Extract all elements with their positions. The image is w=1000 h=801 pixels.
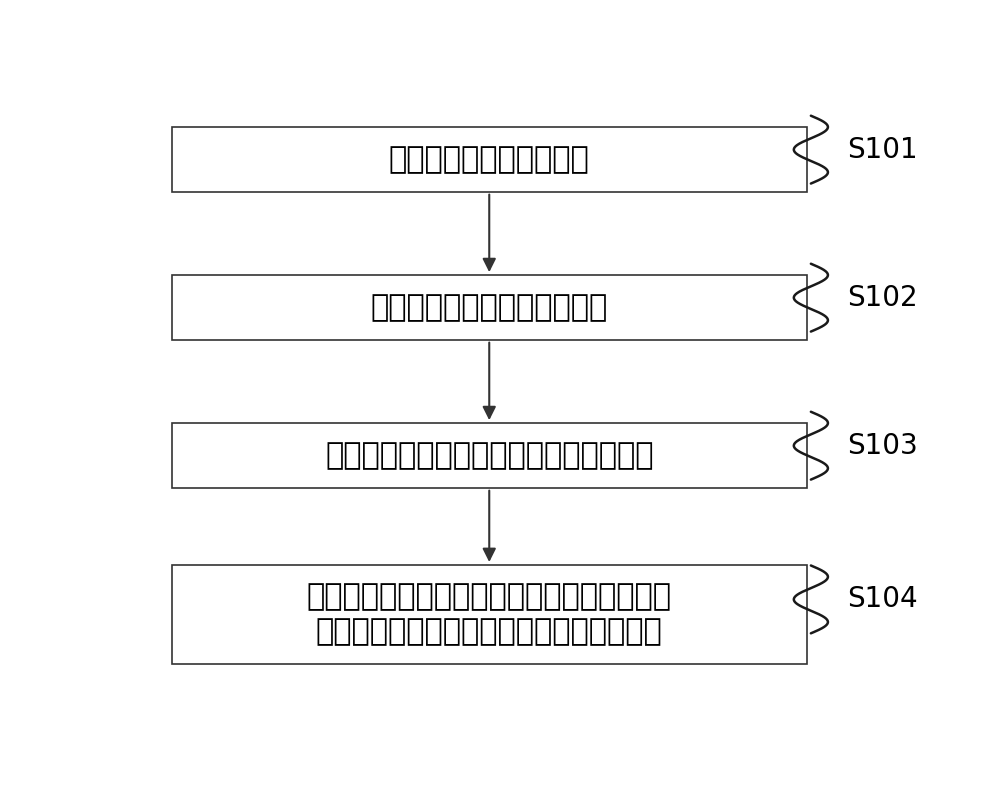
Text: 获取传输网元的基础信息: 获取传输网元的基础信息 — [389, 145, 590, 174]
Bar — [172, 127, 807, 191]
Text: S104: S104 — [847, 586, 918, 614]
Text: 根据基础信息建立传输数据集: 根据基础信息建立传输数据集 — [371, 293, 608, 322]
Text: S102: S102 — [847, 284, 918, 312]
Text: 元，并得到环路传输网元以及单链传输网元: 元，并得到环路传输网元以及单链传输网元 — [316, 618, 663, 646]
Bar — [172, 565, 807, 663]
Text: S101: S101 — [847, 135, 918, 163]
Text: 根据传输数据集确定传输网元的节点维度: 根据传输数据集确定传输网元的节点维度 — [325, 441, 654, 470]
Text: 根据节点维度删除符合预设条件的目标传输网: 根据节点维度删除符合预设条件的目标传输网 — [307, 582, 672, 611]
Text: S103: S103 — [847, 432, 918, 460]
Bar — [172, 275, 807, 340]
Bar — [172, 423, 807, 488]
